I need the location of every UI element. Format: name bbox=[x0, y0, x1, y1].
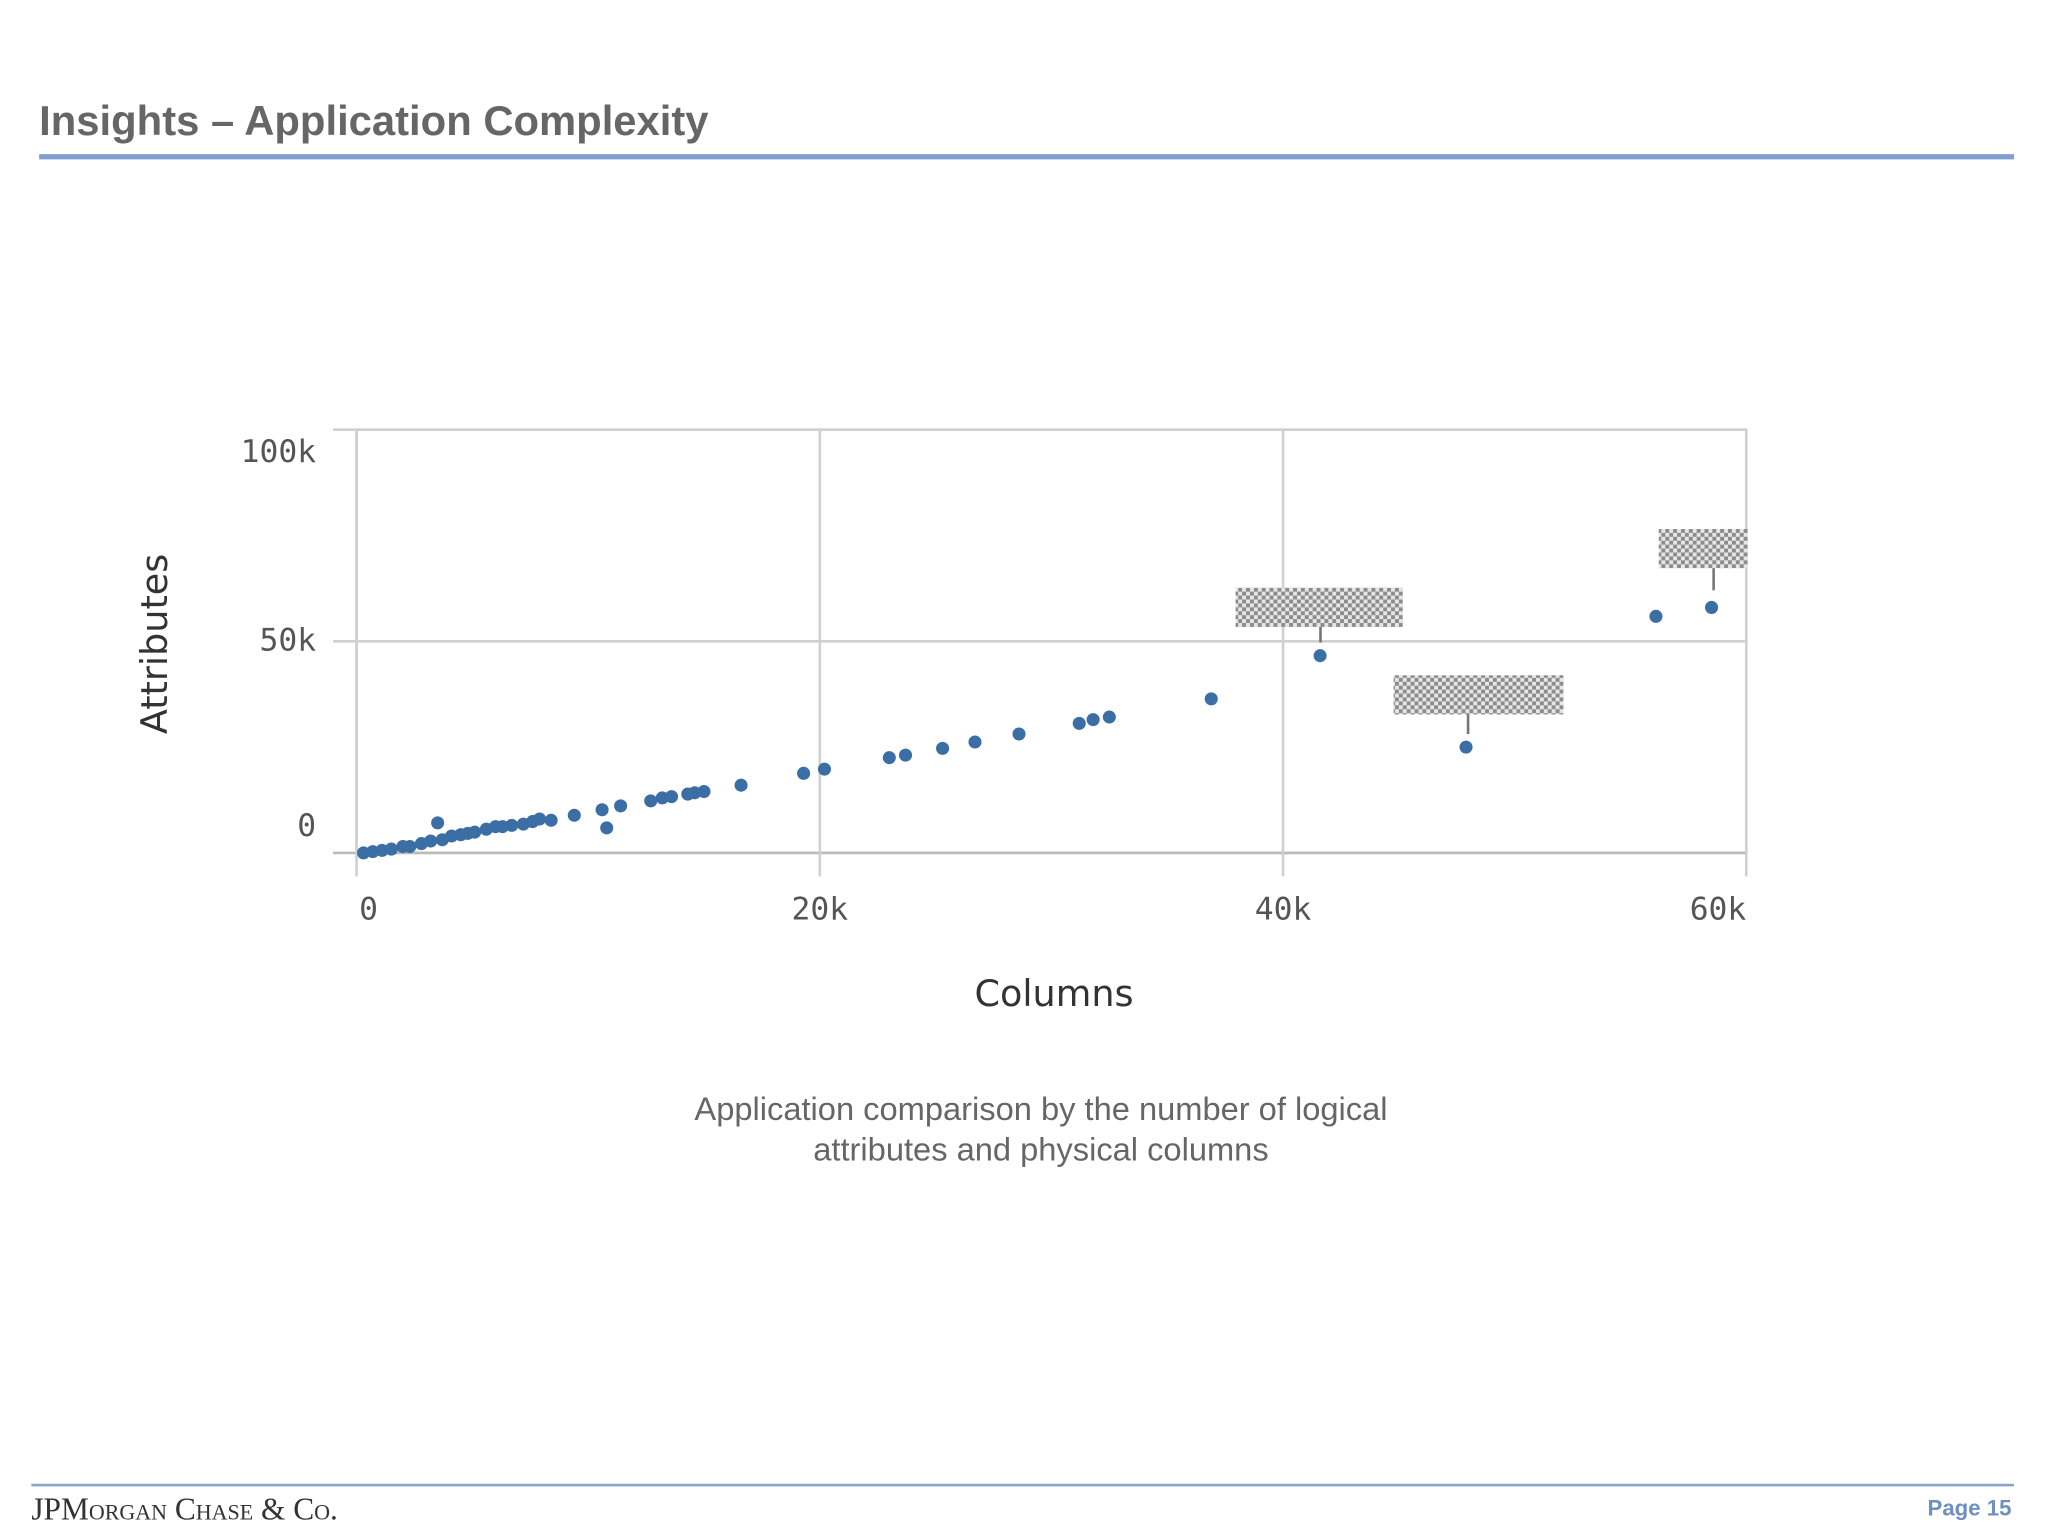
data-point bbox=[505, 818, 519, 832]
data-point bbox=[665, 790, 679, 804]
data-point bbox=[1313, 649, 1327, 663]
x-axis-label: Columns bbox=[975, 972, 1134, 1015]
redacted-labels bbox=[1235, 528, 1748, 735]
redacted-label bbox=[1393, 675, 1564, 715]
data-point bbox=[544, 813, 558, 827]
data-point bbox=[936, 741, 950, 755]
data-point bbox=[734, 778, 748, 792]
data-point bbox=[1459, 740, 1473, 754]
x-tick-label: 60k bbox=[1690, 891, 1747, 927]
data-point bbox=[1086, 713, 1100, 727]
data-point bbox=[533, 812, 547, 826]
caption-line: attributes and physical columns bbox=[813, 1131, 1268, 1168]
data-point bbox=[614, 799, 628, 813]
data-point bbox=[882, 751, 896, 765]
slide-title: Insights – Application Complexity bbox=[39, 97, 709, 144]
x-tick-label: 0 bbox=[359, 891, 378, 927]
redacted-label bbox=[1658, 528, 1748, 569]
data-point bbox=[567, 808, 581, 822]
scatter-chart: 0 50k 100k 0 20k 40k 60k Columns Attributes bbox=[133, 428, 1748, 1015]
data-point bbox=[1012, 727, 1026, 741]
y-axis-label: Attributes bbox=[133, 554, 176, 735]
data-point bbox=[1705, 600, 1719, 614]
data-point bbox=[1102, 710, 1116, 724]
x-tick-label: 20k bbox=[792, 891, 849, 927]
data-point bbox=[424, 834, 438, 848]
y-tick-label: 50k bbox=[259, 622, 316, 658]
data-point bbox=[1204, 692, 1218, 706]
data-point bbox=[644, 794, 658, 808]
caption-line: Application comparison by the number of … bbox=[694, 1090, 1387, 1127]
footer-logo: JPMorgan Chase & Co. bbox=[31, 1492, 338, 1527]
data-point bbox=[1649, 609, 1663, 623]
page-number: Page 15 bbox=[1928, 1496, 2012, 1521]
data-point bbox=[595, 803, 609, 817]
redacted-label bbox=[1235, 587, 1403, 627]
data-point bbox=[431, 816, 445, 830]
data-point bbox=[797, 766, 811, 780]
data-point bbox=[817, 762, 831, 776]
data-point bbox=[697, 785, 711, 799]
x-tick-label: 40k bbox=[1255, 891, 1312, 927]
data-point bbox=[898, 748, 913, 762]
data-point bbox=[968, 735, 982, 749]
data-point bbox=[468, 825, 482, 839]
data-point bbox=[600, 821, 614, 835]
data-point bbox=[1072, 716, 1086, 730]
y-tick-label: 0 bbox=[297, 808, 316, 844]
data-point bbox=[384, 842, 398, 856]
data-point bbox=[403, 840, 417, 854]
y-tick-label: 100k bbox=[241, 434, 317, 470]
